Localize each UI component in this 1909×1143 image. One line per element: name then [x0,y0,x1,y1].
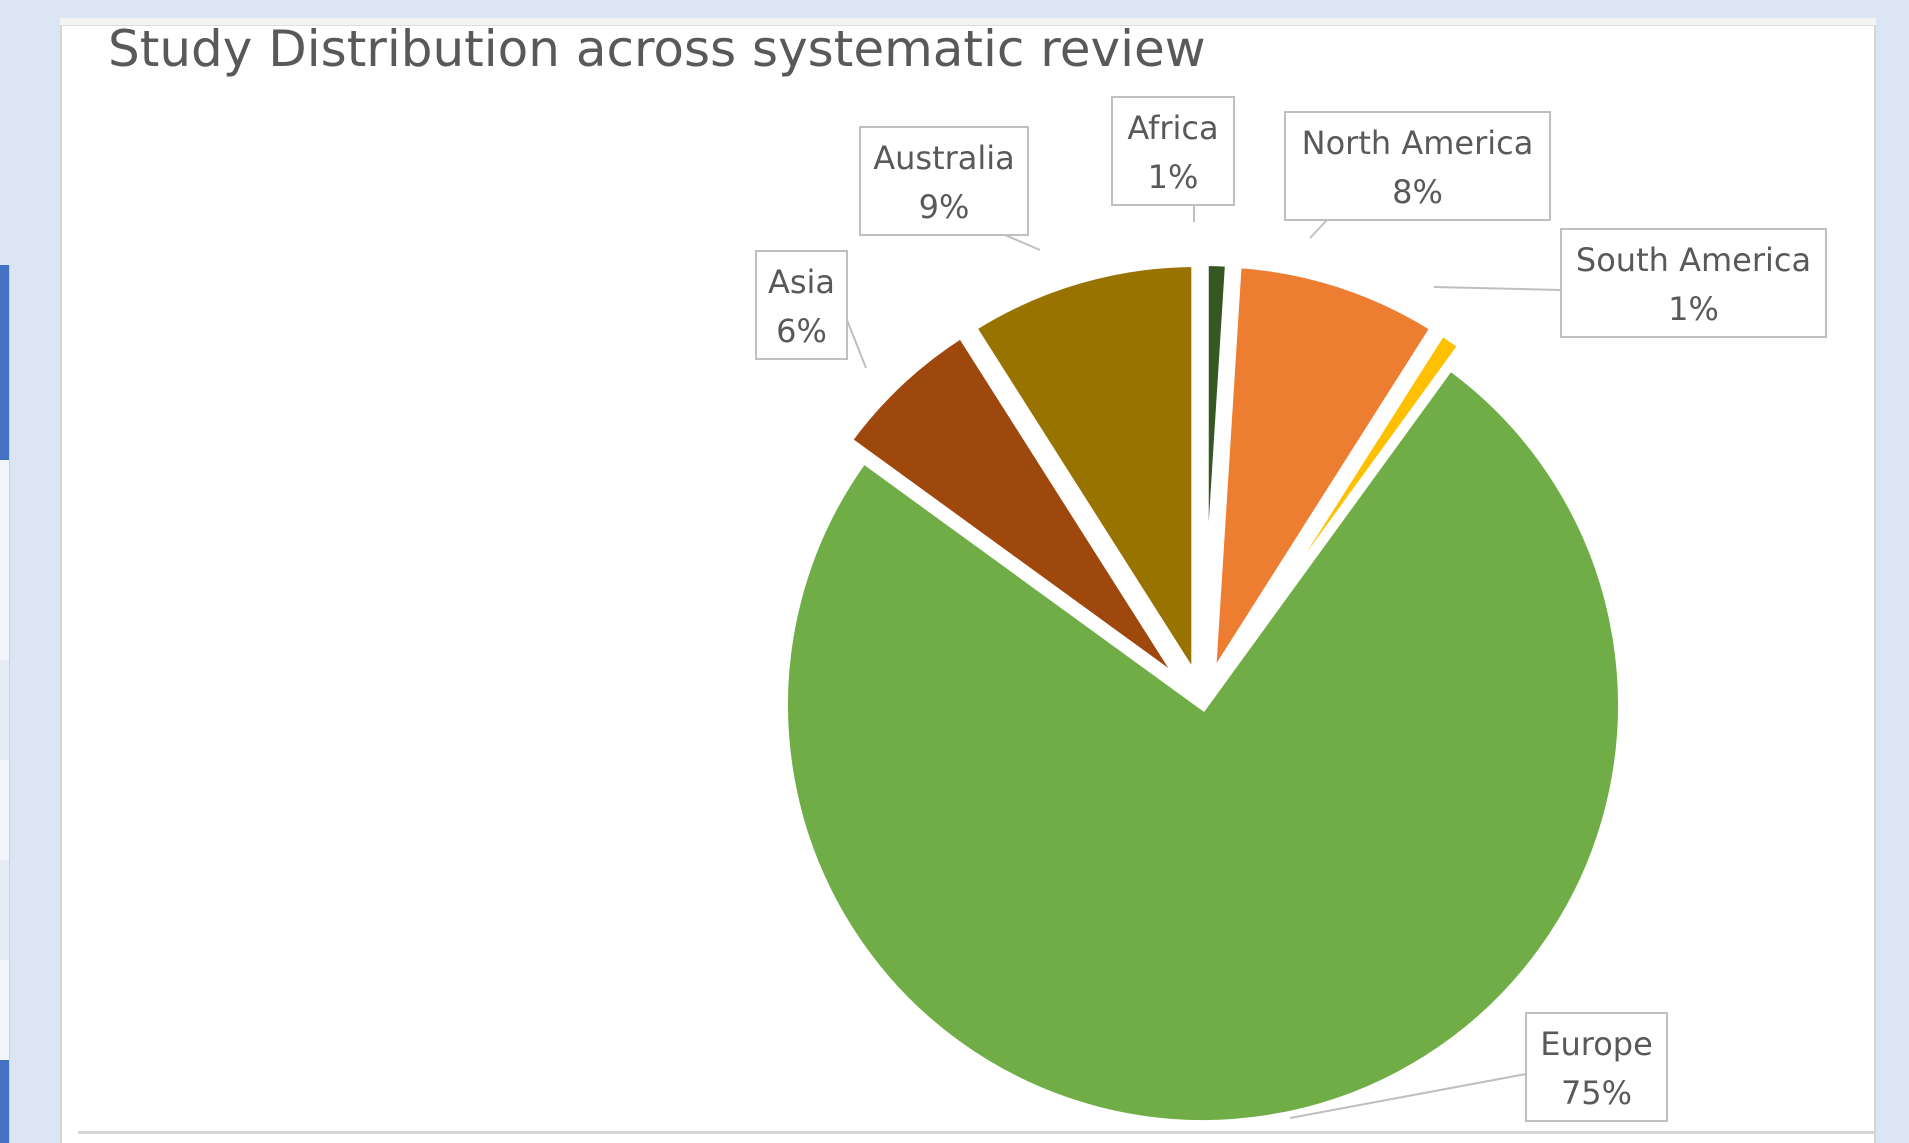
leader-line [1004,234,1041,251]
leader-line [1289,1073,1527,1119]
pie-slice-asia[interactable] [839,325,1191,692]
label-percent: 6% [776,312,827,350]
label-box [1560,228,1827,338]
data-label-north-america: North America 8% [1284,111,1551,239]
pie-slice-africa[interactable] [1198,256,1236,682]
strip-segment [0,460,9,660]
chart-bottom-edge [78,1131,1874,1134]
data-label-europe: Europe 75% [1289,1012,1668,1122]
data-label-south-america: South America 1% [1433,228,1827,338]
pie-slice-north-america[interactable] [1205,257,1443,685]
leader-line [1433,286,1562,291]
strip-segment [0,1060,9,1143]
strip-segment [0,960,9,1060]
pie-slice-australia[interactable] [964,256,1202,700]
label-percent: 1% [1148,158,1199,196]
strip-segment [0,660,9,760]
label-percent: 1% [1668,290,1719,328]
strip-segment [0,860,9,960]
label-box [755,250,848,360]
label-box [1525,1012,1668,1122]
strip-segment [0,760,9,860]
leader-line [1309,219,1328,239]
label-percent: 75% [1561,1074,1632,1112]
chart-top-edge [60,18,1876,26]
label-box [1284,111,1551,221]
data-label-asia: Asia 6% [755,250,867,369]
label-box [859,126,1029,236]
label-category: Africa [1127,109,1218,147]
left-side-strip [0,265,10,1143]
label-category: North America [1302,124,1534,162]
pie-slice-europe[interactable] [778,358,1628,1130]
label-category: Europe [1540,1025,1653,1063]
label-category: Asia [768,263,835,301]
leader-line [846,319,867,369]
label-box [1111,96,1235,206]
label-category: South America [1576,241,1811,279]
label-category: Australia [873,139,1015,177]
data-label-africa: Africa 1% [1111,96,1235,222]
data-label-australia: Australia 9% [859,126,1041,251]
strip-segment [0,265,9,460]
label-percent: 9% [919,188,970,226]
chart-title: Study Distribution across systematic rev… [108,20,1206,78]
label-percent: 8% [1392,173,1443,211]
